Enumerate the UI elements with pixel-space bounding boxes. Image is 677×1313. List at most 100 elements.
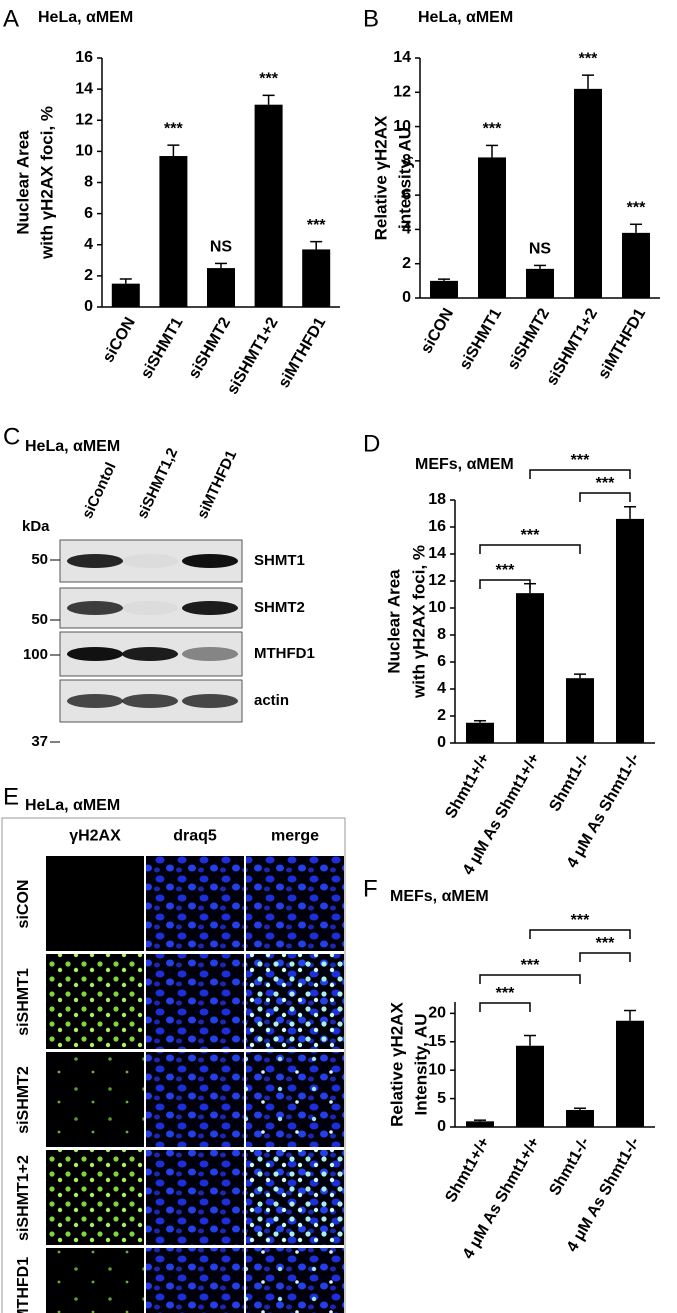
significance-label: *** (579, 50, 598, 67)
protein-label: SHMT2 (254, 599, 305, 616)
y-axis-label: Nuclear Area (13, 130, 32, 235)
y-axis-label: Nuclear Area (384, 569, 403, 674)
bracket-label: *** (496, 985, 515, 1002)
marker-label: 50 (31, 551, 48, 568)
comparison-bracket (479, 544, 581, 554)
bar (526, 268, 554, 298)
image-merge-signal (246, 1248, 344, 1313)
bar (478, 157, 506, 298)
y-axis-label: Intensity, AU (411, 1013, 430, 1115)
bar (159, 156, 188, 307)
comparison-bracket (529, 469, 631, 479)
y-axis-label: with γH2AX foci, % (409, 545, 428, 699)
y-tick-label: 2 (402, 255, 411, 272)
comparison-bracket (529, 929, 631, 939)
image-draq5 (146, 1248, 244, 1313)
protein-label: actin (254, 692, 289, 709)
panel-title: HeLa, αMEM (418, 9, 513, 26)
bar (516, 1045, 544, 1127)
blot-band (122, 694, 178, 708)
protein-label: SHMT1 (254, 552, 305, 569)
image-merge-signal (246, 1150, 344, 1245)
comparison-bracket (579, 492, 631, 502)
significance-label: NS (210, 239, 233, 256)
panel-title: MEFs, αMEM (390, 888, 489, 905)
y-tick-label: 20 (428, 1005, 446, 1022)
x-tick-label: siCON (100, 315, 139, 366)
bar (430, 280, 458, 298)
y-tick-label: 6 (437, 653, 446, 670)
bar (566, 678, 594, 743)
bar (466, 722, 494, 743)
image-merge-signal (246, 1052, 344, 1147)
blot-band (67, 647, 123, 661)
image-draq5 (146, 856, 244, 951)
y-tick-label: 4 (402, 221, 411, 238)
y-tick-label: 2 (437, 707, 446, 724)
blot-band (182, 694, 238, 708)
image-draq5 (146, 1150, 244, 1245)
bar (616, 1020, 644, 1127)
blot-band (182, 601, 238, 615)
blot-band (182, 554, 238, 568)
significance-label: *** (164, 120, 183, 137)
y-tick-label: 10 (428, 1061, 446, 1078)
blot-band (67, 554, 123, 568)
image-gh2ax (46, 856, 144, 951)
x-tick-label: siMTHFD1 (595, 306, 649, 382)
panel-letter: A (3, 5, 19, 32)
bracket-label: *** (596, 935, 615, 952)
x-tick-label: siSHMT1 (138, 315, 187, 382)
comparison-bracket (479, 579, 531, 589)
y-tick-label: 2 (84, 267, 93, 284)
bar (616, 518, 644, 743)
lane-label: siMTHFD1 (194, 448, 240, 522)
protein-label: MTHFD1 (254, 645, 315, 662)
row-label: siSHMT1+2 (15, 1155, 32, 1241)
x-tick-label: siSHMT2 (186, 315, 235, 382)
significance-label: NS (529, 241, 552, 258)
row-label: siSHMT2 (15, 1066, 32, 1134)
y-tick-label: 14 (75, 80, 93, 97)
y-tick-label: 14 (428, 545, 446, 562)
row-label: siCON (15, 880, 32, 929)
bar (207, 268, 235, 307)
y-tick-label: 4 (84, 236, 93, 253)
y-tick-label: 18 (428, 491, 446, 508)
blot-band (122, 647, 178, 661)
y-tick-label: 14 (393, 49, 411, 66)
x-tick-label: siSHMT1 (457, 306, 506, 373)
panel-title: HeLa, αMEM (38, 9, 133, 26)
bracket-label: *** (571, 912, 590, 929)
y-tick-label: 4 (437, 680, 446, 697)
panel-letter: C (3, 423, 20, 450)
comparison-bracket (579, 952, 631, 962)
significance-label: *** (483, 121, 502, 138)
image-gh2ax-signal (46, 1150, 144, 1245)
unit-label: kDa (22, 518, 50, 535)
panel-letter: D (363, 430, 380, 457)
bar (566, 1109, 594, 1127)
x-tick-label: Shmt1-/- (546, 751, 593, 815)
significance-label: *** (627, 200, 646, 217)
blot-band (67, 694, 123, 708)
blot-band (67, 601, 123, 615)
row-label: siSHMT1 (15, 968, 32, 1036)
y-tick-label: 10 (428, 599, 446, 616)
marker-label: 50 (31, 611, 48, 628)
bar (574, 88, 602, 298)
y-tick-label: 5 (437, 1090, 446, 1107)
y-tick-label: 12 (393, 84, 411, 101)
blot-band (122, 554, 178, 568)
bar (622, 232, 650, 298)
bar (466, 1121, 494, 1127)
lane-label: siContol (79, 460, 120, 522)
y-axis-label: with γH2AX foci, % (37, 106, 56, 260)
panel-title: MEFs, αMEM (415, 456, 514, 473)
bar (254, 104, 283, 307)
y-axis-label: Relative γH2AX (387, 1001, 406, 1126)
y-tick-label: 12 (428, 572, 446, 589)
panel-letter: B (363, 5, 379, 32)
